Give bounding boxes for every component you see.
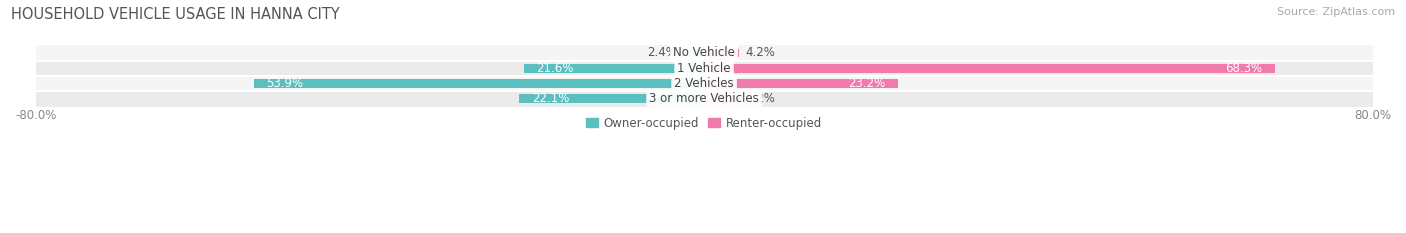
Text: HOUSEHOLD VEHICLE USAGE IN HANNA CITY: HOUSEHOLD VEHICLE USAGE IN HANNA CITY xyxy=(11,7,340,22)
Bar xyxy=(704,48,740,57)
Text: 1 Vehicle: 1 Vehicle xyxy=(678,62,731,75)
Text: Source: ZipAtlas.com: Source: ZipAtlas.com xyxy=(1277,7,1395,17)
Bar xyxy=(253,79,704,88)
Text: 53.9%: 53.9% xyxy=(266,77,304,90)
Text: 23.2%: 23.2% xyxy=(848,77,886,90)
Bar xyxy=(35,45,1372,61)
Bar xyxy=(35,76,1372,91)
Text: 3 or more Vehicles: 3 or more Vehicles xyxy=(650,93,759,105)
Text: No Vehicle: No Vehicle xyxy=(673,46,735,59)
Bar xyxy=(523,64,704,73)
Text: 4.2%: 4.2% xyxy=(745,93,776,105)
Bar xyxy=(704,94,740,103)
Legend: Owner-occupied, Renter-occupied: Owner-occupied, Renter-occupied xyxy=(581,112,827,134)
Bar xyxy=(704,64,1275,73)
Text: 22.1%: 22.1% xyxy=(531,93,569,105)
Bar xyxy=(519,94,704,103)
Bar xyxy=(704,79,898,88)
Bar xyxy=(685,48,704,57)
Bar xyxy=(35,91,1372,106)
Text: 2 Vehicles: 2 Vehicles xyxy=(675,77,734,90)
Text: 2.4%: 2.4% xyxy=(648,46,678,59)
Bar xyxy=(35,61,1372,76)
Text: 21.6%: 21.6% xyxy=(536,62,574,75)
Text: 68.3%: 68.3% xyxy=(1225,62,1263,75)
Text: 4.2%: 4.2% xyxy=(745,46,776,59)
